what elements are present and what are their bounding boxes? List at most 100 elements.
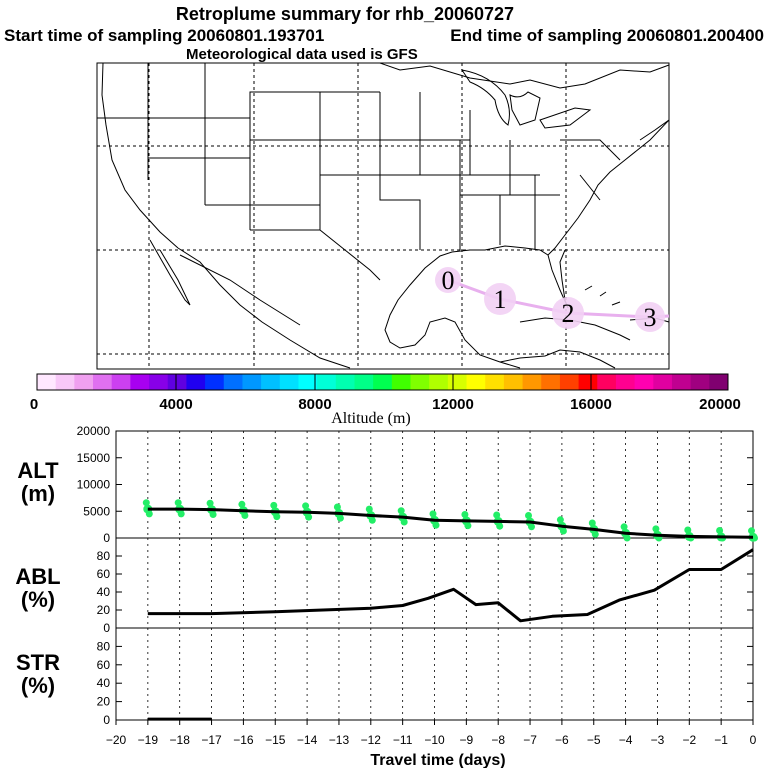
abl-y-tick-label: 0 — [103, 621, 110, 635]
colorbar-cell — [354, 374, 374, 390]
colorbar-cell — [111, 374, 131, 390]
alt-scatter-point — [177, 510, 185, 518]
x-tick-label: −11 — [393, 733, 413, 747]
x-tick-label: −20 — [106, 733, 127, 747]
str-panel-unit: (%) — [21, 673, 55, 698]
colorbar-cell — [186, 374, 206, 390]
x-tick-label: −16 — [233, 733, 254, 747]
colorbar-cell — [615, 374, 636, 390]
str-panel-label: STR — [16, 650, 60, 675]
x-axis: −20 −19 −18 −17 −16 −15 −14 −13 −12 −11 −10 −9 −8 −7−… — [106, 720, 757, 747]
abl-panel-unit: (%) — [21, 587, 55, 612]
x-tick-label: −18 — [170, 733, 191, 747]
colorbar-cell — [317, 374, 337, 390]
colorbar-tick-label: 12000 — [432, 396, 474, 413]
alt-scatter-point — [556, 516, 564, 524]
x-tick-label: −6 — [555, 733, 569, 747]
alt-panel-unit: (m) — [21, 481, 55, 506]
alt-scatter-point — [302, 502, 310, 510]
colorbar-cell — [709, 374, 729, 390]
colorbar-cell — [37, 374, 57, 390]
alt-y-tick-label: 15000 — [77, 451, 111, 465]
colorbar-cell — [167, 374, 187, 390]
trajectory-day-marker: 2 — [562, 299, 575, 328]
colorbar-cell — [223, 374, 243, 390]
x-tick-label: −9 — [460, 733, 474, 747]
alt-scatter-point — [525, 512, 532, 519]
colorbar-cell — [74, 374, 94, 390]
colorbar-cell — [578, 374, 598, 390]
met-data-label: Meteorological data used is GFS — [186, 46, 418, 63]
alt-scatter-point — [684, 526, 692, 534]
trajectory-day-blob — [435, 267, 461, 293]
colorbar-ticks — [175, 374, 592, 390]
colorbar-tick-label: 20000 — [699, 396, 741, 413]
map-graticule — [97, 63, 669, 369]
colorbar-cell — [653, 374, 673, 390]
colorbar-cell — [597, 374, 617, 390]
colorbar-cell — [690, 374, 710, 390]
x-tick-label: −15 — [265, 733, 286, 747]
alt-scatter-point — [716, 527, 724, 534]
alt-scatter-point — [623, 534, 631, 542]
str-y-tick-label: 40 — [97, 676, 111, 690]
abl-y-tick-label: 60 — [97, 567, 111, 581]
alt-scatter-point — [652, 525, 660, 533]
colorbar-cell — [261, 374, 281, 390]
abl-series-line — [147, 548, 754, 623]
colorbar-cell — [559, 374, 580, 390]
alt-scatter-point — [238, 500, 246, 508]
end-time-label: End time of sampling 20060801.200400 — [450, 26, 764, 45]
trajectory-day-marker: 0 — [442, 266, 455, 295]
alt-scatter-point — [464, 522, 472, 530]
x-tick-label: −5 — [587, 733, 601, 747]
alt-scatter-point — [748, 527, 755, 535]
colorbar-cell — [503, 374, 524, 390]
colorbar-cell — [130, 374, 150, 390]
alt-panel-label: ALT — [17, 458, 59, 483]
alt-scatter-point — [528, 523, 535, 531]
panel-series — [147, 507, 754, 721]
colorbar-cell — [335, 374, 355, 390]
trajectory-day-blob — [484, 283, 516, 315]
map-coastlines — [97, 62, 670, 369]
map-panel: 0 1 2 3 — [96, 62, 670, 370]
colorbar-cell — [671, 374, 692, 390]
start-time-label: Start time of sampling 20060801.193701 — [4, 26, 324, 45]
colorbar-tick-label: 0 — [30, 396, 38, 413]
colorbar-cell — [298, 374, 318, 390]
colorbar-cells — [37, 374, 729, 390]
x-tick-label: −13 — [329, 733, 350, 747]
alt-scatter-point — [432, 521, 440, 529]
colorbar-cell — [149, 374, 169, 390]
alt-scatter-point — [461, 511, 469, 518]
trajectory-day-blob — [635, 302, 665, 332]
colorbar-cell — [541, 374, 561, 390]
x-tick-label: −14 — [297, 733, 318, 747]
alt-scatter-point — [591, 530, 599, 538]
colorbar-cell — [634, 374, 654, 390]
alt-scatter-point — [368, 516, 376, 524]
alt-scatter-point — [174, 499, 182, 507]
alt-scatter-point — [305, 513, 313, 521]
colorbar-tick-label: 8000 — [298, 396, 331, 413]
alt-scatter-point — [496, 522, 504, 530]
alt-scatter-point — [336, 514, 344, 522]
colorbar-cell — [522, 374, 542, 390]
alt-series-line — [147, 507, 754, 539]
alt-scatter-point — [429, 510, 437, 518]
x-tick-label: −19 — [138, 733, 159, 747]
colorbar-cell — [485, 374, 505, 390]
altitude-colorbar: 0 4000 8000 12000 16000 20000 Altitude (… — [30, 373, 741, 427]
colorbar-tick-label: 4000 — [159, 396, 192, 413]
colorbar-cell — [466, 374, 486, 390]
trajectory-day-marker: 1 — [494, 285, 507, 314]
colorbar-tick-label: 16000 — [570, 396, 612, 413]
trajectory: 0 1 2 3 — [435, 266, 670, 332]
colorbar-cell — [205, 374, 225, 390]
alt-scatter-point — [333, 503, 341, 511]
str-y-tick-label: 60 — [97, 658, 111, 672]
colorbar-frame — [36, 373, 729, 391]
panel-gridlines — [147, 431, 722, 720]
